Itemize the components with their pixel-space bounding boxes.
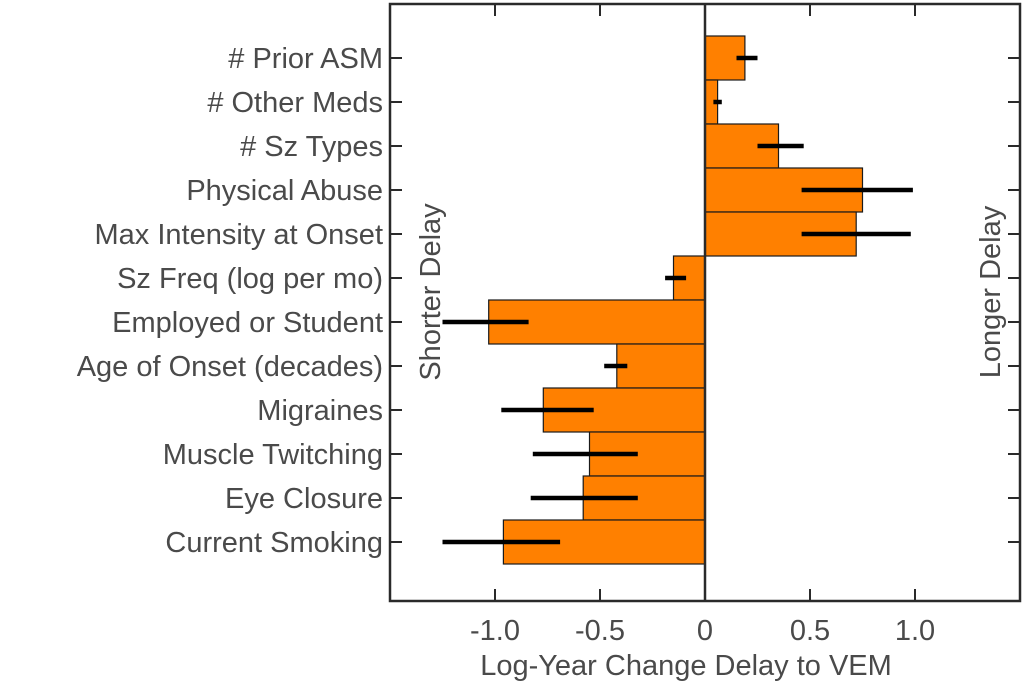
bars-group (488, 35, 864, 565)
x-tick-label: 0 (697, 615, 713, 647)
category-label: Current Smoking (165, 527, 383, 559)
category-label: # Sz Types (240, 131, 383, 163)
category-labels-group: # Prior ASM # Other Meds # Sz Types Physica… (77, 43, 383, 559)
category-label: Physical Abuse (186, 175, 383, 207)
category-label: Employed or Student (112, 307, 383, 339)
category-label: Migraines (257, 395, 383, 427)
category-label: Age of Onset (decades) (77, 351, 383, 383)
category-label: # Other Meds (207, 87, 383, 119)
category-label: Eye Closure (225, 483, 383, 515)
x-tick-label: 1.0 (895, 615, 935, 647)
category-label: Max Intensity at Onset (94, 219, 383, 251)
plot-frame (388, 2, 1022, 603)
error-bars-group (442, 55, 913, 545)
category-label: Muscle Twitching (163, 439, 383, 471)
x-tick-label: -1.0 (470, 615, 520, 647)
category-label: Sz Freq (log per mo) (117, 263, 383, 295)
bar (616, 343, 706, 389)
x-tick-label: 0.5 (790, 615, 830, 647)
side-label-right: Longer Delay (975, 205, 1007, 378)
side-label-left: Shorter Delay (415, 203, 447, 381)
x-tick-labels-group: -1.0 -0.5 0 0.5 1.0 (470, 615, 935, 647)
category-label: # Prior ASM (228, 43, 383, 75)
x-axis-title: Log-Year Change Delay to VEM (480, 650, 892, 682)
x-tick-label: -0.5 (575, 615, 625, 647)
